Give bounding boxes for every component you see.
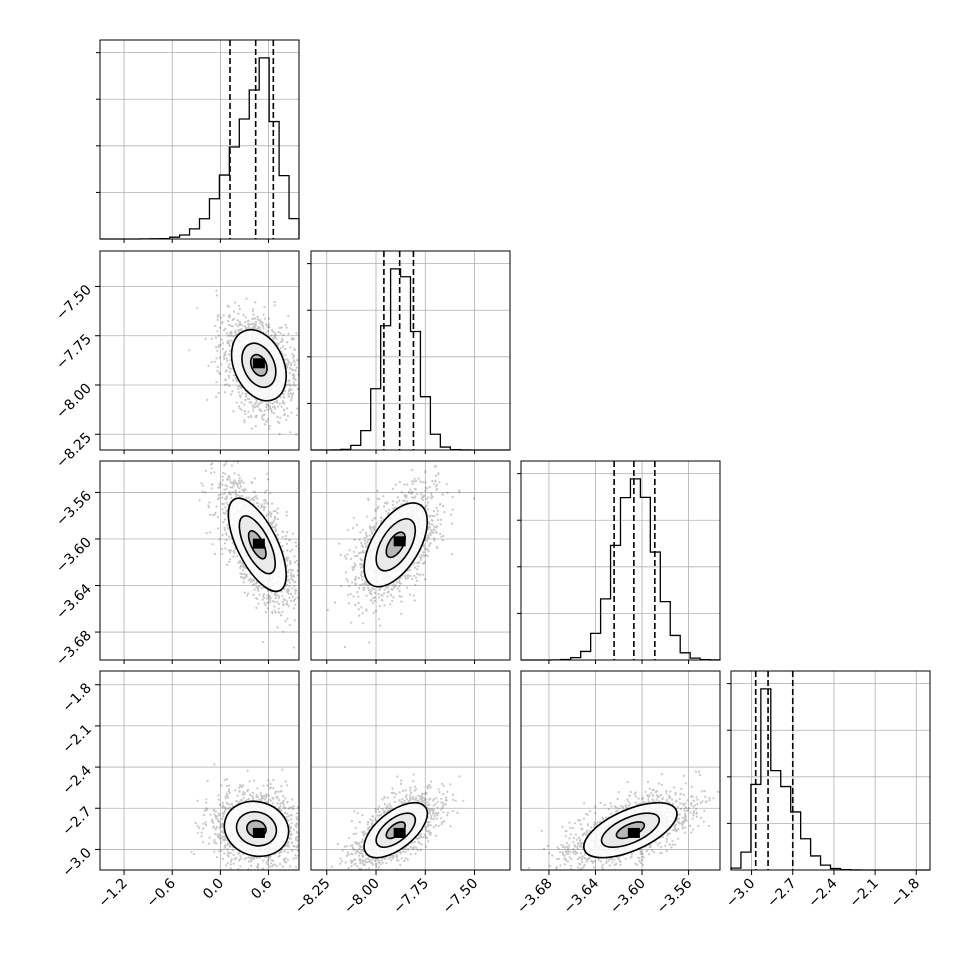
y-tick-label-2-3: −3.56 [53, 488, 95, 530]
y-tick-label-1-2: −7.75 [53, 331, 95, 373]
x-tick-label-0-0: −1.2 [96, 876, 131, 911]
y-tick-label-1-0: −8.25 [53, 430, 95, 472]
y-tick-label-3-0: −3.0 [59, 845, 94, 880]
histogram-panel-0 [96, 39, 300, 240]
density-peak [627, 827, 640, 838]
x-tick-label-3-3: −2.1 [847, 876, 882, 911]
scatter-panel-0-2 [99, 460, 300, 661]
x-tick-label-2-1: −3.64 [561, 875, 603, 917]
y-tick-label-2-0: −3.68 [53, 628, 95, 670]
histogram-panel-3 [727, 670, 931, 871]
scatter-panel-2-3 [520, 670, 721, 871]
x-tick-label-1-1: −8.00 [341, 876, 383, 918]
histogram-panel-2 [517, 460, 721, 661]
panel-contents [527, 770, 720, 870]
y-tick-label-3-4: −1.8 [59, 680, 94, 715]
x-tick-label-1-2: −7.75 [390, 876, 432, 918]
y-tick-label-1-3: −7.50 [53, 282, 95, 324]
panel-background [521, 461, 720, 660]
scatter-panel-0-3 [99, 670, 300, 871]
x-tick-label-2-2: −3.60 [607, 876, 649, 918]
x-tick-label-2-3: −3.56 [654, 875, 696, 917]
panel-contents [326, 461, 476, 649]
panel-frame [310, 250, 511, 451]
y-tick-label-2-2: −3.60 [53, 534, 95, 576]
panel-background [100, 40, 299, 239]
density-peak [252, 538, 265, 549]
panel-contents [190, 763, 299, 870]
panel-contents [188, 289, 299, 436]
scatter-panel-0-1 [99, 250, 300, 451]
x-tick-label-0-2: 0.0 [200, 876, 227, 903]
y-tick-label-3-2: −2.4 [59, 763, 94, 798]
panel-frame [99, 460, 300, 661]
x-tick-label-3-2: −2.4 [805, 875, 840, 910]
panel-frame [99, 670, 300, 871]
y-tick-label-1-1: −8.00 [53, 380, 95, 422]
density-peak [252, 827, 265, 838]
x-tick-label-2-0: −3.68 [514, 876, 556, 918]
x-tick-label-1-0: −8.25 [292, 876, 334, 918]
panel-frame [520, 460, 721, 661]
x-tick-label-0-1: −0.6 [144, 875, 179, 910]
density-peak [393, 536, 406, 547]
panel-background [731, 671, 930, 870]
histogram-panel-1 [307, 250, 511, 451]
x-tick-label-3-1: −2.7 [764, 876, 799, 911]
y-tick-label-3-3: −2.1 [59, 721, 94, 756]
density-peak [252, 358, 265, 369]
panel-frame [310, 460, 511, 661]
x-tick-label-1-3: −7.50 [440, 876, 482, 918]
histogram-step-line [521, 478, 721, 661]
panel-contents [198, 461, 299, 649]
y-tick-label-2-1: −3.64 [53, 581, 95, 623]
y-tick-label-3-1: −2.7 [59, 804, 94, 839]
scatter-panel-1-2 [310, 460, 511, 661]
panel-frame [99, 250, 300, 451]
panel-frame [310, 670, 511, 871]
x-tick-label-0-3: 0.6 [248, 875, 275, 902]
panel-frame [730, 670, 931, 871]
panel-contents [330, 773, 465, 870]
scatter-panel-1-3 [310, 670, 511, 871]
x-tick-label-3-0: −3.0 [723, 876, 758, 911]
panel-frame [99, 39, 300, 240]
panel-frame [520, 670, 721, 871]
density-peak [393, 827, 406, 838]
x-tick-label-3-4: −1.8 [888, 876, 923, 911]
